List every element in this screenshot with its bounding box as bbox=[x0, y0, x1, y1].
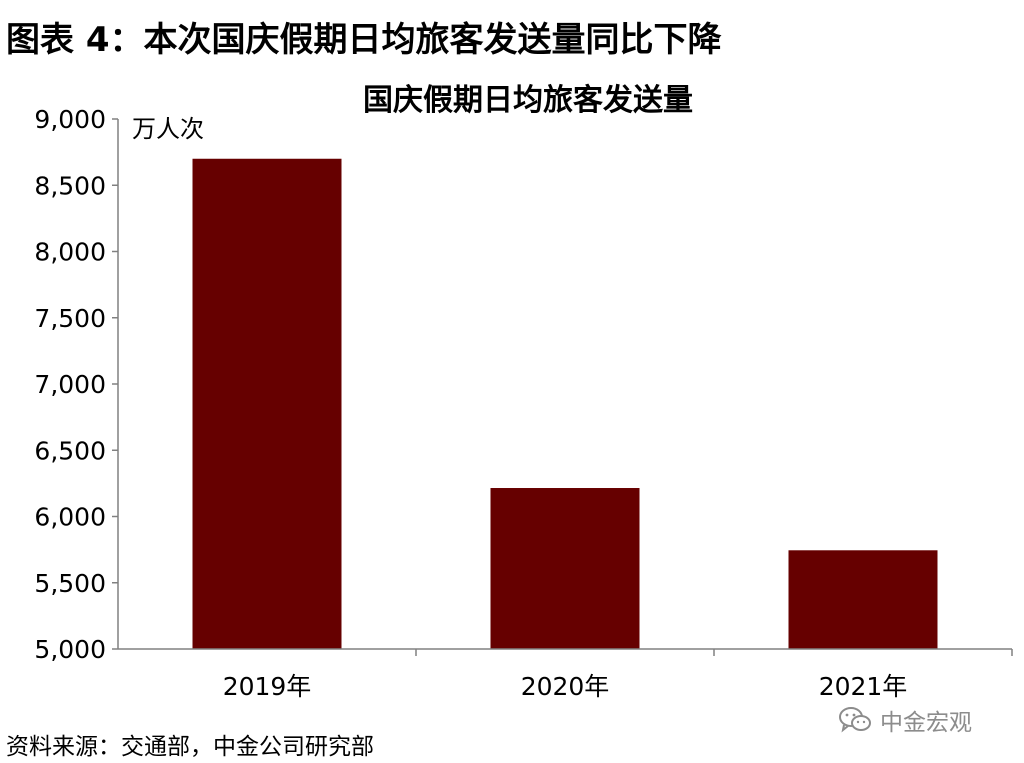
y-tick-label: 6,500 bbox=[34, 436, 106, 465]
y-tick-label: 7,000 bbox=[34, 370, 106, 399]
y-tick-label: 6,000 bbox=[34, 503, 106, 532]
y-tick-label: 7,500 bbox=[34, 304, 106, 333]
source-note: 资料来源：交通部，中金公司研究部 bbox=[6, 734, 374, 760]
chart-title: 国庆假期日均旅客发送量 bbox=[363, 83, 693, 118]
watermark: 中金宏观 bbox=[838, 705, 972, 736]
wechat-icon bbox=[839, 707, 871, 733]
x-tick-label: 2019年 bbox=[223, 672, 312, 701]
x-axis-ticks: 2019年 2020年 2021年 bbox=[223, 649, 1013, 701]
y-tick-label: 8,500 bbox=[34, 171, 106, 200]
bar-2020年 bbox=[490, 488, 640, 649]
figure-title: 图表 4：本次国庆假期日均旅客发送量同比下降 bbox=[6, 20, 722, 60]
bar-2019年 bbox=[192, 158, 342, 649]
watermark-text: 中金宏观 bbox=[880, 710, 972, 736]
y-unit-label: 万人次 bbox=[132, 115, 204, 143]
bar-series bbox=[192, 158, 938, 649]
bar-2021年 bbox=[788, 550, 938, 649]
y-tick-label: 5,000 bbox=[34, 635, 106, 664]
x-tick-label: 2021年 bbox=[819, 672, 908, 701]
y-tick-label: 9,000 bbox=[34, 105, 106, 134]
y-tick-label: 5,500 bbox=[34, 569, 106, 598]
y-axis-ticks: 5,000 5,500 6,000 6,500 7,000 7,500 8,000 8,500… bbox=[34, 105, 118, 664]
y-tick-label: 8,000 bbox=[34, 238, 106, 267]
x-tick-label: 2020年 bbox=[521, 672, 610, 701]
